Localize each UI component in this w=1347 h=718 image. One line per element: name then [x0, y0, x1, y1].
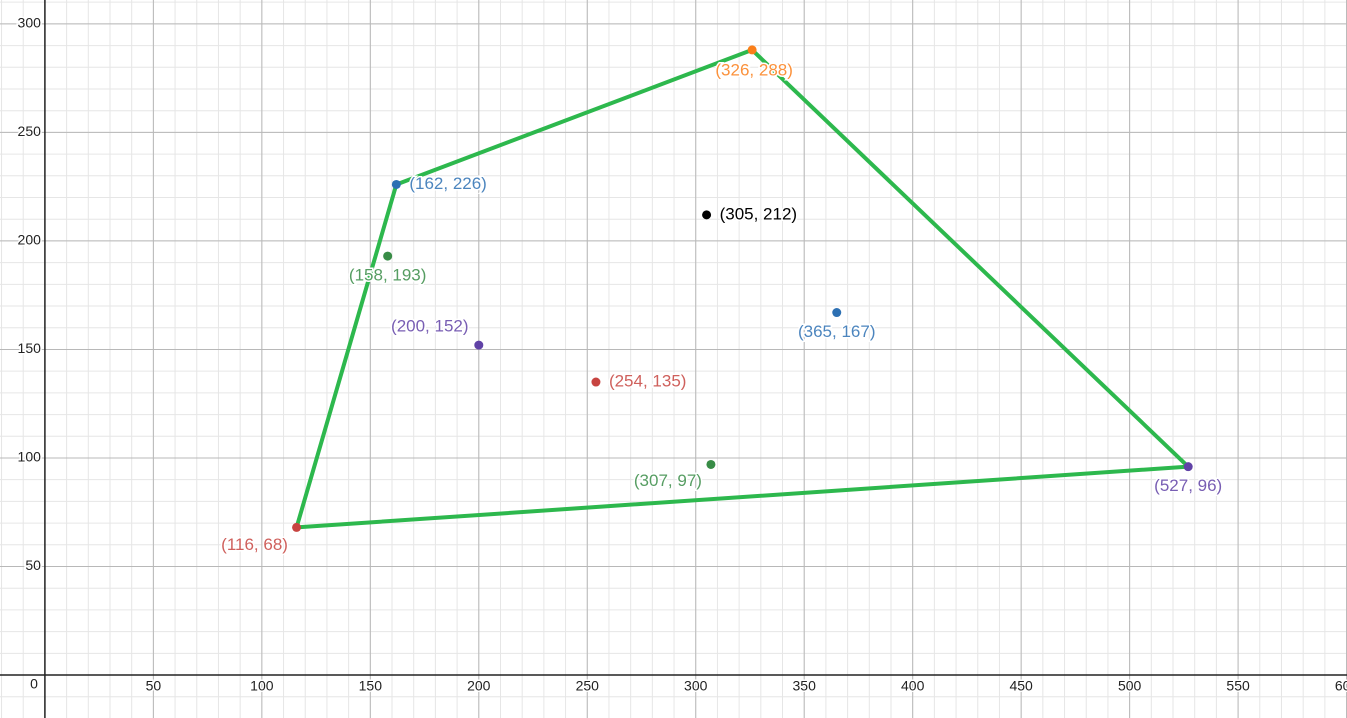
x-tick-label: 550	[1226, 678, 1250, 694]
point-label: (305, 212)	[720, 204, 798, 223]
point-label: (162, 226)	[409, 174, 487, 193]
point-label: (365, 167)	[798, 322, 876, 341]
x-tick-label: 450	[1009, 678, 1033, 694]
x-tick-label: 150	[359, 678, 383, 694]
point	[747, 45, 757, 55]
x-tick-label: 250	[576, 678, 600, 694]
y-tick-label: 150	[18, 340, 42, 356]
point	[702, 210, 712, 220]
point	[292, 522, 302, 532]
point	[832, 308, 842, 318]
x-tick-label: 50	[146, 678, 162, 694]
point-label: (200, 152)	[391, 317, 469, 336]
x-tick-label: 600	[1335, 678, 1347, 694]
y-tick-label: 200	[18, 232, 42, 248]
point-label: (527, 96)	[1154, 476, 1222, 495]
point	[1183, 462, 1193, 472]
y-tick-label: 100	[18, 449, 42, 465]
point-label: (326, 288)	[715, 60, 793, 79]
polygon	[294, 47, 1191, 530]
point	[706, 459, 716, 469]
point	[391, 179, 401, 189]
point	[474, 340, 484, 350]
y-tick-label: 50	[25, 557, 41, 573]
x-tick-label: 0	[30, 676, 38, 692]
point-label: (254, 135)	[609, 371, 687, 390]
x-tick-label: 500	[1118, 678, 1142, 694]
point	[591, 377, 601, 387]
x-tick-label: 350	[793, 678, 817, 694]
x-tick-label: 300	[684, 678, 708, 694]
point-label: (307, 97)	[634, 471, 702, 490]
point-label: (158, 193)	[349, 266, 427, 285]
x-tick-label: 400	[901, 678, 925, 694]
y-tick-label: 300	[18, 15, 42, 31]
point-label: (116, 68)	[221, 535, 288, 554]
x-tick-label: 100	[250, 678, 274, 694]
point	[383, 251, 393, 261]
x-tick-label: 200	[467, 678, 491, 694]
y-tick-label: 250	[18, 123, 42, 139]
